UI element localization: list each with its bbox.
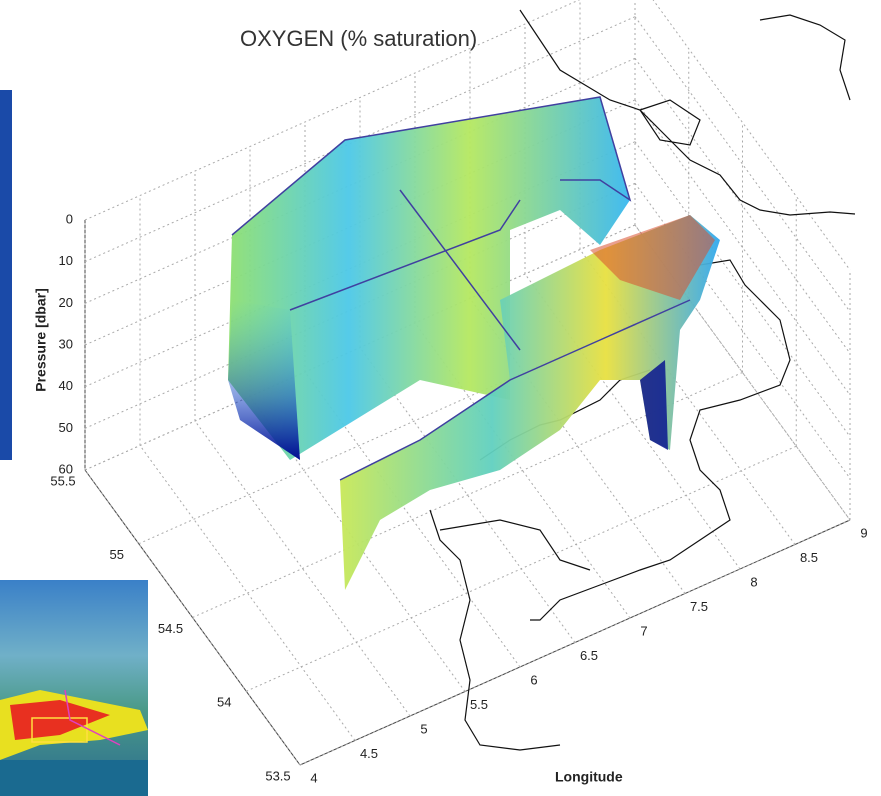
chart: OXYGEN (% saturation) Pressure [dbar] Lo… [0, 0, 881, 796]
x-tick-label: 7.5 [690, 599, 708, 614]
z-axis-label: Pressure [dbar] [33, 288, 49, 391]
y-tick-label: 54 [217, 695, 231, 710]
z-tick-label: 10 [59, 253, 73, 268]
y-tick-label: 55 [110, 547, 124, 562]
chart-title: OXYGEN (% saturation) [240, 26, 477, 51]
x-tick-label: 7 [640, 623, 647, 638]
z-tick-label: 30 [59, 336, 73, 351]
y-tick-label: 53.5 [265, 768, 290, 783]
curtain [228, 97, 720, 590]
side-strip [0, 90, 12, 460]
x-tick-label: 8.5 [800, 550, 818, 565]
x-axis-label: Longitude [555, 769, 623, 785]
x-tick-label: 6.5 [580, 648, 598, 663]
z-tick-label: 50 [59, 420, 73, 435]
y-tick-label: 54.5 [158, 621, 183, 636]
z-tick-label: 60 [59, 461, 73, 476]
x-tick-label: 9 [860, 525, 867, 540]
inset-map [0, 580, 148, 796]
grid-line [300, 520, 850, 765]
x-tick-label: 4.5 [360, 746, 378, 761]
z-tick-label: 0 [66, 211, 73, 226]
x-tick-label: 4 [310, 770, 317, 785]
z-tick-label: 40 [59, 378, 73, 393]
x-tick-label: 5.5 [470, 697, 488, 712]
z-tick-label: 20 [59, 295, 73, 310]
x-tick-label: 6 [530, 672, 537, 687]
x-tick-label: 5 [420, 721, 427, 736]
x-tick-label: 8 [750, 574, 757, 589]
